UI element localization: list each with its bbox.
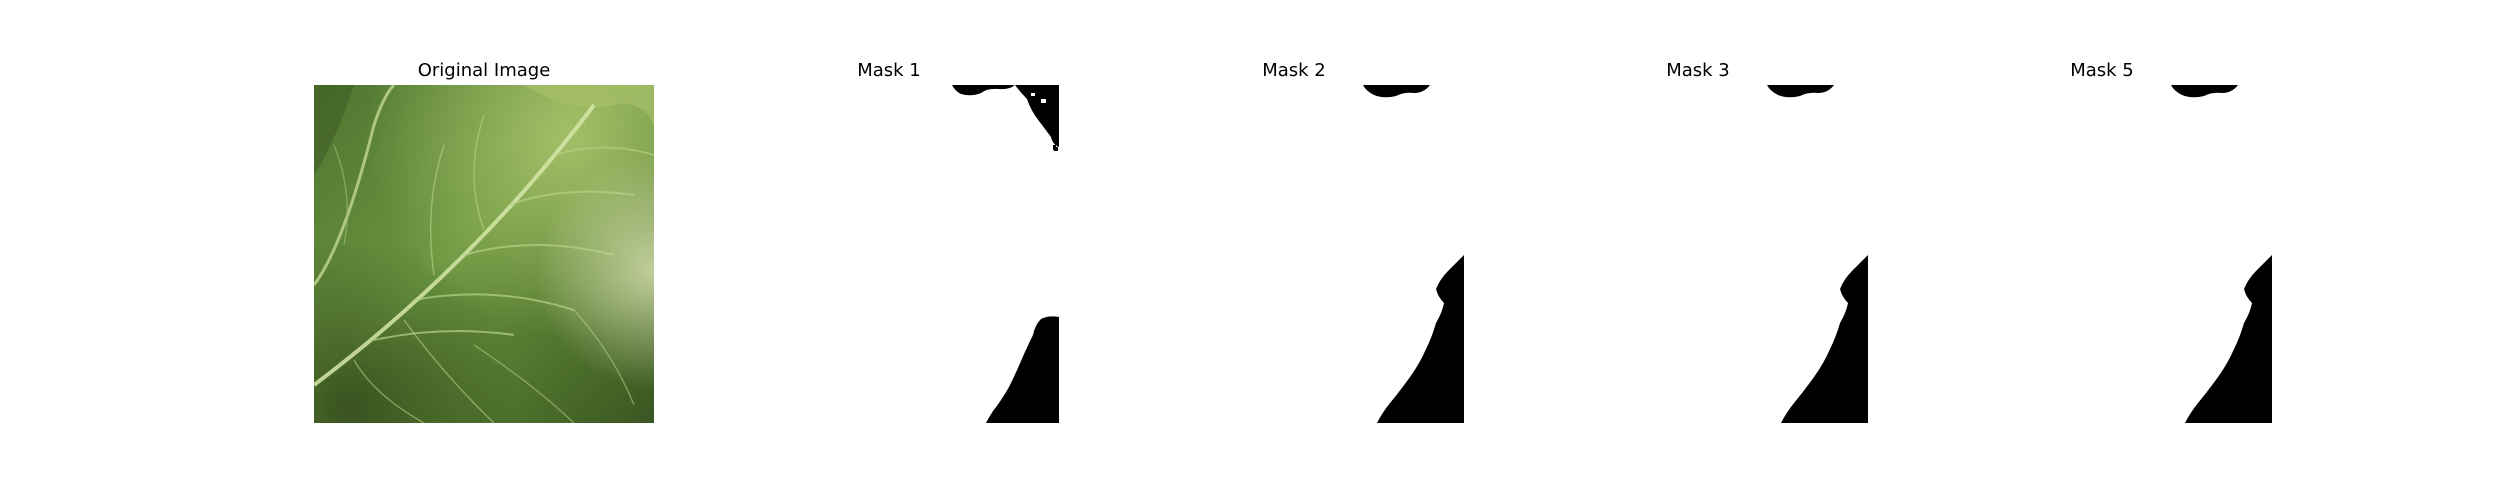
- mask-5-image: [1932, 85, 2272, 423]
- mask-3-image: [1528, 85, 1868, 423]
- mask-3-title: Mask 3: [1666, 60, 1730, 81]
- mask-1-title: Mask 1: [857, 60, 921, 81]
- original-image-title: Original Image: [417, 60, 551, 81]
- mask-2-title: Mask 2: [1262, 60, 1326, 81]
- mask-1-image: [719, 85, 1059, 423]
- mask-2-image: [1124, 85, 1464, 423]
- mask-2-panel: Mask 2: [1124, 0, 1464, 500]
- mask-3-panel: Mask 3: [1528, 0, 1868, 500]
- original-leaf-image: [314, 85, 654, 423]
- original-image-panel: Original Image: [314, 0, 654, 500]
- mask-5-panel: Mask 5: [1932, 0, 2272, 500]
- mask-1-panel: Mask 1: [719, 0, 1059, 500]
- mask-5-title: Mask 5: [2070, 60, 2134, 81]
